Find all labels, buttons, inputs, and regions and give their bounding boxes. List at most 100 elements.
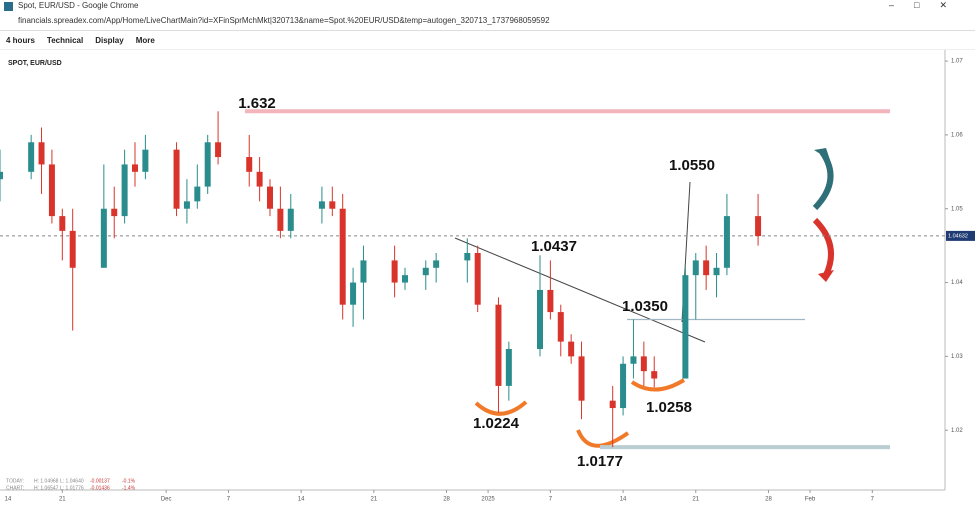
stat: -0.00137: [90, 478, 110, 484]
y-tick-label: 1.03: [951, 354, 963, 360]
toolbar-menu[interactable]: 4 hours: [6, 35, 35, 45]
window-controls[interactable]: –□✕: [889, 0, 967, 10]
candle-body: [609, 400, 616, 409]
plot-area: [0, 109, 945, 450]
annotation: 1.0350: [622, 298, 668, 315]
y-tick-label: 1.07: [951, 59, 963, 65]
candle-body: [360, 260, 367, 283]
candle-body: [215, 142, 222, 158]
smile: [630, 378, 686, 392]
chart-title: SPOT, EUR/USD: [8, 60, 62, 67]
candle-body: [111, 208, 118, 217]
candle-body: [318, 201, 325, 209]
stat: CHART:: [6, 485, 24, 491]
candle-body: [121, 164, 128, 217]
x-tick-label: 21: [59, 497, 66, 503]
stat: -1.4%: [122, 485, 136, 491]
candle-body: [557, 312, 564, 342]
x-tick-label: Dec: [161, 497, 172, 503]
candle-body: [713, 267, 720, 276]
candle-body: [69, 230, 76, 268]
y-tick-label: 1.06: [951, 132, 963, 138]
candle-body: [267, 186, 273, 209]
last-price-label: 1.04632: [948, 233, 968, 239]
stat: L: 1.01776: [60, 485, 84, 491]
candle-body: [755, 216, 762, 237]
candle-body: [100, 208, 107, 268]
url: financials.spreadex.com/App/Home/LiveCha…: [18, 16, 550, 25]
candle-body: [256, 171, 263, 187]
last-price-tag: [946, 230, 975, 241]
candle-body: [194, 186, 201, 202]
smile: [474, 400, 528, 416]
candle-body: [568, 341, 575, 357]
drawings: [454, 148, 834, 448]
x-tick-label: 21: [692, 497, 699, 503]
stat: TODAY:: [6, 478, 24, 484]
stat: L: 1.04640: [60, 478, 84, 484]
annotation: 1.0177: [577, 453, 623, 470]
candle-body: [682, 275, 689, 379]
x-tick-label: 14: [620, 497, 627, 503]
candle-body: [474, 253, 481, 305]
candle-body: [350, 282, 357, 305]
y-tick-label: 1.05: [951, 206, 963, 212]
candle-body: [433, 260, 440, 268]
y-tick-label: 1.04: [951, 280, 963, 286]
candle-body: [38, 142, 45, 165]
x-tick-label: 7: [871, 497, 875, 503]
candle-body: [0, 171, 3, 180]
candle-body: [28, 142, 35, 172]
candle-body: [723, 216, 730, 268]
x-tick-label: 14: [298, 497, 305, 503]
candle-body: [142, 149, 149, 172]
candle-body: [692, 260, 699, 276]
stat: -0.01436: [90, 485, 110, 491]
candle-body: [578, 356, 585, 401]
x-tick-label: 21: [371, 497, 378, 503]
toolbar-menu[interactable]: Technical: [46, 35, 84, 45]
annotation: 1.632: [238, 95, 276, 112]
candle-body: [183, 201, 190, 209]
annotation: 1.0224: [473, 415, 520, 432]
candle-body: [277, 208, 284, 231]
arrow-up: [812, 150, 834, 211]
candle-body: [246, 157, 253, 172]
candle-body: [547, 289, 554, 313]
candle-body: [505, 348, 512, 386]
candle-body: [48, 164, 55, 217]
x-tick-label: 7: [549, 497, 553, 503]
toolbar: 4 hours Technical Display More: [0, 31, 975, 50]
arrow-head: [818, 270, 834, 282]
candle-body: [703, 260, 710, 276]
candle-body: [132, 164, 138, 172]
annotation: 1.0437: [531, 238, 577, 255]
y-tick-label: 1.02: [951, 428, 963, 434]
browser-bar: Spot, EUR/USD - Google Chrome financials…: [0, 0, 975, 31]
toolbar-menu[interactable]: More: [135, 35, 155, 45]
stat: H: 1.04968: [34, 478, 59, 484]
stat: H: 1.06547: [34, 485, 59, 491]
window-title: Spot, EUR/USD - Google Chrome: [18, 1, 139, 10]
candle-body: [391, 260, 398, 283]
candle-body: [329, 201, 336, 209]
x-tick-label: 14: [5, 497, 12, 503]
toolbar-menu[interactable]: Display: [95, 35, 124, 45]
smile: [576, 429, 630, 448]
candle-body: [640, 356, 647, 372]
x-tick-label: 7: [227, 497, 231, 503]
candle-body: [464, 253, 471, 261]
candle-body: [651, 371, 658, 379]
x-tick-label: 28: [443, 497, 450, 503]
candle-body: [59, 216, 66, 231]
candle-body: [630, 356, 637, 364]
candle-body: [422, 267, 429, 276]
annotation: 1.0550: [669, 157, 715, 174]
stat: -0.1%: [122, 478, 136, 484]
x-tick-label: 2025: [481, 497, 495, 503]
candle-body: [495, 304, 502, 386]
candle-body: [620, 363, 627, 409]
favicon: [4, 2, 13, 11]
